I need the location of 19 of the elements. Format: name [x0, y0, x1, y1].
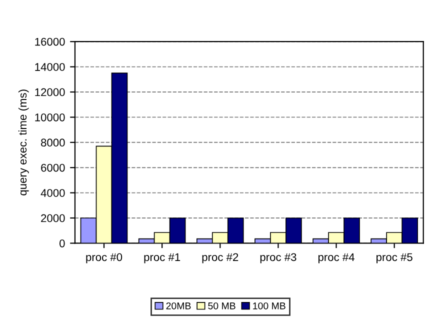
x-tick-label: proc #3 — [260, 253, 296, 264]
x-tick-label: proc #2 — [202, 253, 238, 264]
x-tick-label: proc #1 — [144, 253, 180, 264]
y-tick-label: 16000 — [35, 38, 65, 46]
x-tick-label: proc #5 — [376, 253, 412, 264]
y-tick-label: 10000 — [35, 113, 65, 122]
legend-label: 20MB — [166, 302, 191, 310]
x-tick-label: proc #4 — [318, 253, 354, 264]
y-axis-title: query exec. time (ms) — [18, 90, 29, 196]
y-tick-label: 12000 — [35, 88, 65, 96]
y-tick-label: 8000 — [41, 138, 65, 147]
legend-label: 50 MB — [208, 302, 236, 310]
y-tick-label: 4000 — [40, 189, 65, 197]
y-tick-label: 0 — [60, 239, 65, 248]
x-tick-label: proc #0 — [86, 253, 122, 264]
y-tick-label: 2000 — [41, 214, 65, 222]
y-tick-label: 6000 — [41, 164, 65, 172]
y-tick-label: 14000 — [35, 63, 65, 71]
legend-label: 100 MB — [253, 302, 286, 310]
